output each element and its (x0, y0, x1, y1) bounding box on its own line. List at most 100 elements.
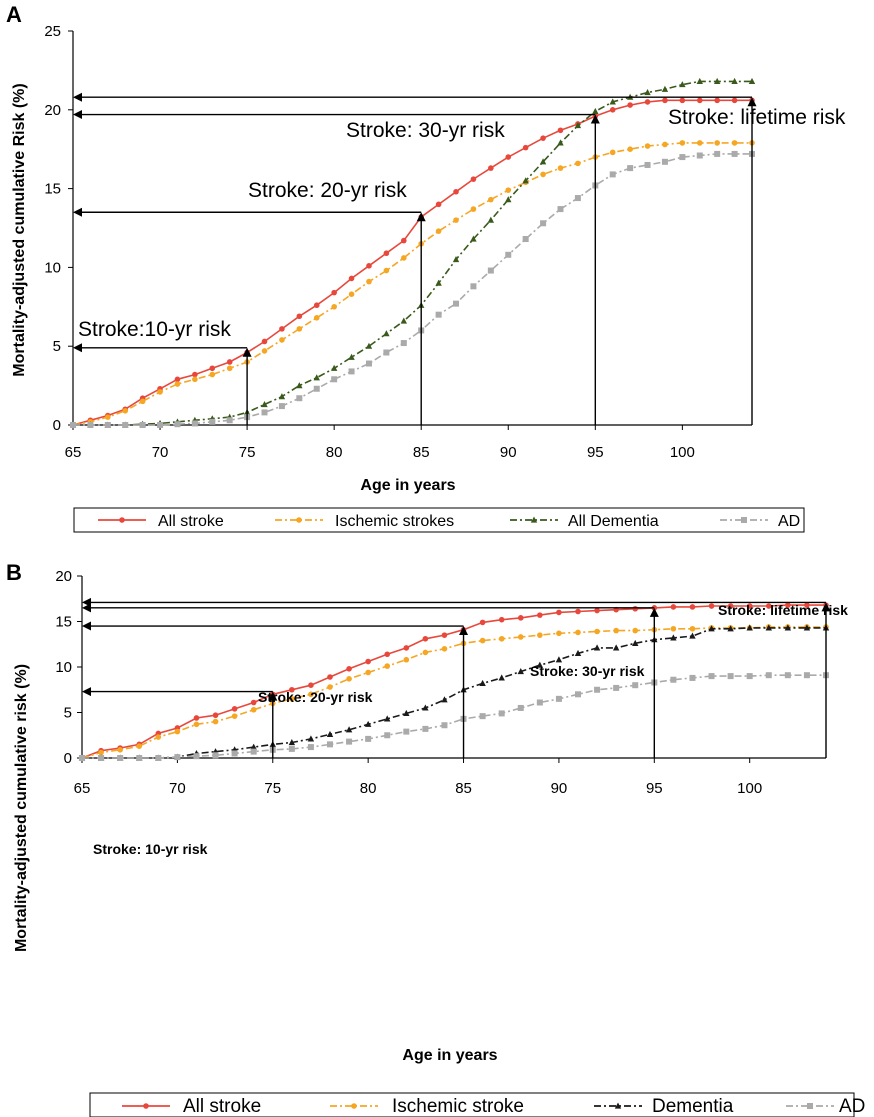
panel-a-series-2-point (278, 393, 286, 400)
panel-b-series-3-point (517, 704, 524, 711)
panel-a-series-3-point (174, 421, 181, 428)
panel-a-series-2-point (539, 158, 547, 165)
panel-a-annotation-label: Stroke: 20-yr risk (248, 179, 407, 202)
panel-a-annotation-arrowhead-up (590, 114, 600, 124)
panel-a-series-2-point (435, 279, 442, 286)
panel-b-x-tick-label: 80 (360, 780, 377, 797)
panel-a-legend-marker-0 (119, 517, 125, 523)
panel-a-series-2-point (505, 196, 512, 203)
panel-b-series-1-point (365, 669, 371, 676)
panel-a-series-3-point (679, 154, 686, 161)
panel-a-series-0-point (174, 376, 181, 383)
panel-a-series-0-point (296, 313, 303, 320)
panel-a-series-0-point (731, 97, 738, 104)
panel-b-series-2-point (345, 726, 353, 733)
panel-b-series-0-point (785, 602, 791, 608)
panel-b-series-2-point (536, 661, 544, 668)
panel-a-series-0-point (522, 144, 529, 151)
panel-a-y-axis-title: Mortality-adjusted cumulative Risk (%) (11, 83, 28, 376)
panel-a-series-2-point (313, 374, 320, 381)
panel-a-series-0-point (714, 97, 720, 104)
panel-a-series-2-point (348, 353, 355, 360)
panel-a-series-0-point (313, 302, 320, 309)
panel-a-series-3-point (714, 150, 721, 157)
panel-b-series-0-point (727, 603, 734, 609)
panel-b-x-tick-label: 70 (169, 780, 186, 797)
panel-b-y-tick-label: 10 (55, 659, 72, 676)
panel-a-series-3-point (661, 158, 668, 165)
panel-b-x-tick-label: 85 (455, 780, 472, 797)
panel-b-legend-marker-0 (143, 1103, 149, 1109)
panel-a-series-3-point (331, 376, 338, 383)
panel-a-annotation-arrowhead-up (416, 212, 426, 222)
panel-a-annotation-arrowhead-left (73, 92, 82, 102)
panel-b-series-1-point (250, 706, 257, 713)
panel-a-series-3-point (731, 150, 738, 157)
panel-a-series-3-point (505, 251, 512, 258)
panel-a-y-tick-label: 25 (44, 23, 61, 40)
panel-b-x-tick-label: 95 (646, 780, 663, 797)
panel-a-series-3-point (627, 165, 634, 172)
panel-a-series-2-point (383, 330, 390, 337)
panel-a-series-0-point (383, 250, 390, 257)
panel-a-series-1-point (679, 140, 686, 146)
panel-a-series-2-point (609, 98, 616, 105)
panel-b-series-0-point (804, 602, 810, 608)
panel-b-series-1-point (689, 625, 696, 632)
panel-a-series-2-point (261, 401, 268, 408)
panel-a-series-0-point (696, 97, 703, 104)
panel-b-series-0-point (498, 616, 505, 623)
panel-b-x-tick-label: 100 (737, 780, 762, 797)
panel-a-x-tick-label: 70 (152, 444, 169, 461)
panel-a-series-3-point (365, 360, 372, 367)
panel-a-annotation-arrowhead-left (73, 110, 82, 120)
panel-b-y-axis-title: Mortality-adjusted cumulative risk (%) (13, 664, 30, 952)
panel-b-series-2-point (498, 674, 505, 681)
panel-a-series-1-point (174, 381, 181, 387)
panel-a-series-0-point (261, 338, 268, 345)
panel-b-series-1-point (575, 629, 581, 636)
panel-b-series-3-point (136, 755, 143, 761)
panel-a-series-1-point (470, 206, 477, 212)
panel-b-series-1-point (98, 749, 104, 756)
panel-b-series-line-2 (82, 627, 826, 759)
panel-a-series-0-point (366, 263, 372, 269)
panel-a-series-2-point (400, 317, 407, 324)
panel-b-series-1-point (174, 728, 181, 735)
panel-b-series-0-point (441, 632, 448, 638)
panel-b-series-1-point (193, 721, 200, 728)
panel-b-series-1-point (403, 656, 410, 663)
panel-b-y-tick-label: 0 (64, 750, 72, 767)
panel-a-x-tick-label: 65 (65, 444, 82, 461)
panel-a-series-1-point (609, 149, 616, 156)
panel-b-series-3-point (346, 738, 353, 745)
panel-b-series-3-point (555, 695, 562, 702)
panel-a-series-1-point (209, 371, 216, 378)
panel-b-series-3-point (422, 725, 429, 732)
panel-a-series-1-point (627, 146, 633, 152)
panel-a-series-3-point (261, 409, 268, 416)
panel-b-x-axis-title: Age in years (402, 1047, 497, 1064)
panel-b-legend-box (89, 1092, 855, 1117)
panel-a-series-3-point (609, 171, 616, 178)
panel-b-series-0-point (765, 603, 772, 609)
panel-a-annotations: Stroke:10-yr risk Stroke: 20-yr risk Strok… (73, 92, 846, 425)
panel-a-annotation-arrowhead-left (73, 207, 82, 217)
panel-a-series-3-point (139, 422, 146, 428)
panel-b-series-2-point (689, 632, 696, 639)
panel-a-series-1-point (644, 143, 651, 149)
panel-a-series-0-point (209, 365, 216, 372)
panel-b-annotation-arrowhead-up (268, 691, 278, 701)
panel-a-series-3-point (87, 422, 94, 428)
panel-b-legend-marker-1 (351, 1103, 357, 1109)
panel-b-series-2-point (746, 624, 753, 631)
panel-b-series-1-point (212, 718, 219, 725)
panel-a-y-tick-label: 15 (44, 181, 61, 198)
panel-a-series-2-point (661, 85, 669, 92)
panel-b-legend-marker-2 (614, 1102, 622, 1109)
panel-a-label: A (6, 2, 22, 27)
panel-a-series-2-point (713, 77, 721, 85)
panel-b-legend-marker-3 (807, 1103, 813, 1109)
panel-b-series-2-point (612, 644, 620, 651)
